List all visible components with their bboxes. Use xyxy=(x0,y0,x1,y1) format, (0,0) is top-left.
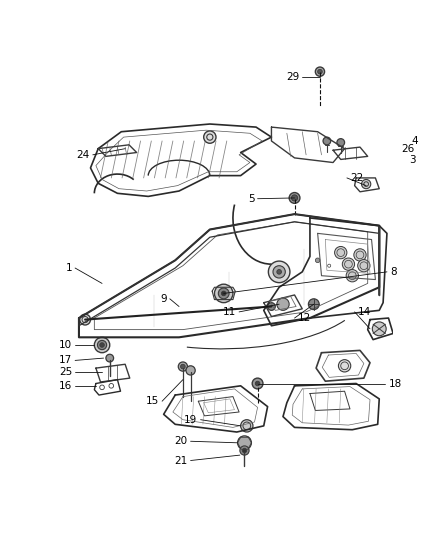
Circle shape xyxy=(358,260,370,272)
Text: 1: 1 xyxy=(65,263,72,273)
Circle shape xyxy=(273,265,285,278)
Text: 29: 29 xyxy=(286,72,299,82)
Text: 19: 19 xyxy=(184,415,198,425)
Text: 17: 17 xyxy=(59,356,72,366)
Circle shape xyxy=(221,291,226,296)
Text: 24: 24 xyxy=(77,150,90,160)
Circle shape xyxy=(268,261,290,282)
Circle shape xyxy=(268,303,276,310)
Circle shape xyxy=(308,299,319,310)
Text: 12: 12 xyxy=(298,313,311,323)
Circle shape xyxy=(255,381,260,386)
Text: 26: 26 xyxy=(402,144,415,154)
Circle shape xyxy=(291,195,298,201)
Circle shape xyxy=(361,180,371,189)
Circle shape xyxy=(337,139,345,147)
Text: 20: 20 xyxy=(174,436,187,446)
Circle shape xyxy=(318,69,322,74)
Text: 15: 15 xyxy=(146,396,159,406)
Text: 14: 14 xyxy=(358,307,371,317)
Text: 21: 21 xyxy=(174,456,187,465)
Text: 5: 5 xyxy=(248,193,254,204)
Circle shape xyxy=(215,284,233,303)
Circle shape xyxy=(178,362,187,371)
Text: 8: 8 xyxy=(390,267,397,277)
Circle shape xyxy=(80,314,91,325)
Text: 9: 9 xyxy=(160,294,167,304)
Circle shape xyxy=(180,364,185,369)
Circle shape xyxy=(339,360,351,372)
Circle shape xyxy=(242,448,247,453)
Text: 11: 11 xyxy=(223,307,236,317)
Text: 4: 4 xyxy=(412,136,418,146)
Circle shape xyxy=(186,366,195,375)
Circle shape xyxy=(100,343,104,348)
Text: 25: 25 xyxy=(59,367,72,377)
Circle shape xyxy=(354,249,366,261)
Circle shape xyxy=(289,192,300,203)
Circle shape xyxy=(252,378,263,389)
Circle shape xyxy=(323,137,331,145)
Text: 18: 18 xyxy=(389,378,402,389)
Circle shape xyxy=(204,131,216,143)
Circle shape xyxy=(240,419,253,432)
Text: 16: 16 xyxy=(59,381,72,391)
Circle shape xyxy=(237,436,251,450)
Circle shape xyxy=(277,298,289,310)
Circle shape xyxy=(342,258,355,270)
Circle shape xyxy=(315,67,325,76)
Text: 22: 22 xyxy=(350,173,363,183)
Circle shape xyxy=(240,446,249,455)
Circle shape xyxy=(372,322,386,336)
Circle shape xyxy=(277,270,282,274)
Circle shape xyxy=(94,337,110,353)
Circle shape xyxy=(106,354,113,362)
Text: 10: 10 xyxy=(59,340,72,350)
Text: 3: 3 xyxy=(409,155,416,165)
Circle shape xyxy=(346,270,358,282)
Circle shape xyxy=(218,288,229,299)
Circle shape xyxy=(315,258,320,263)
Circle shape xyxy=(97,341,107,350)
Circle shape xyxy=(335,246,347,259)
